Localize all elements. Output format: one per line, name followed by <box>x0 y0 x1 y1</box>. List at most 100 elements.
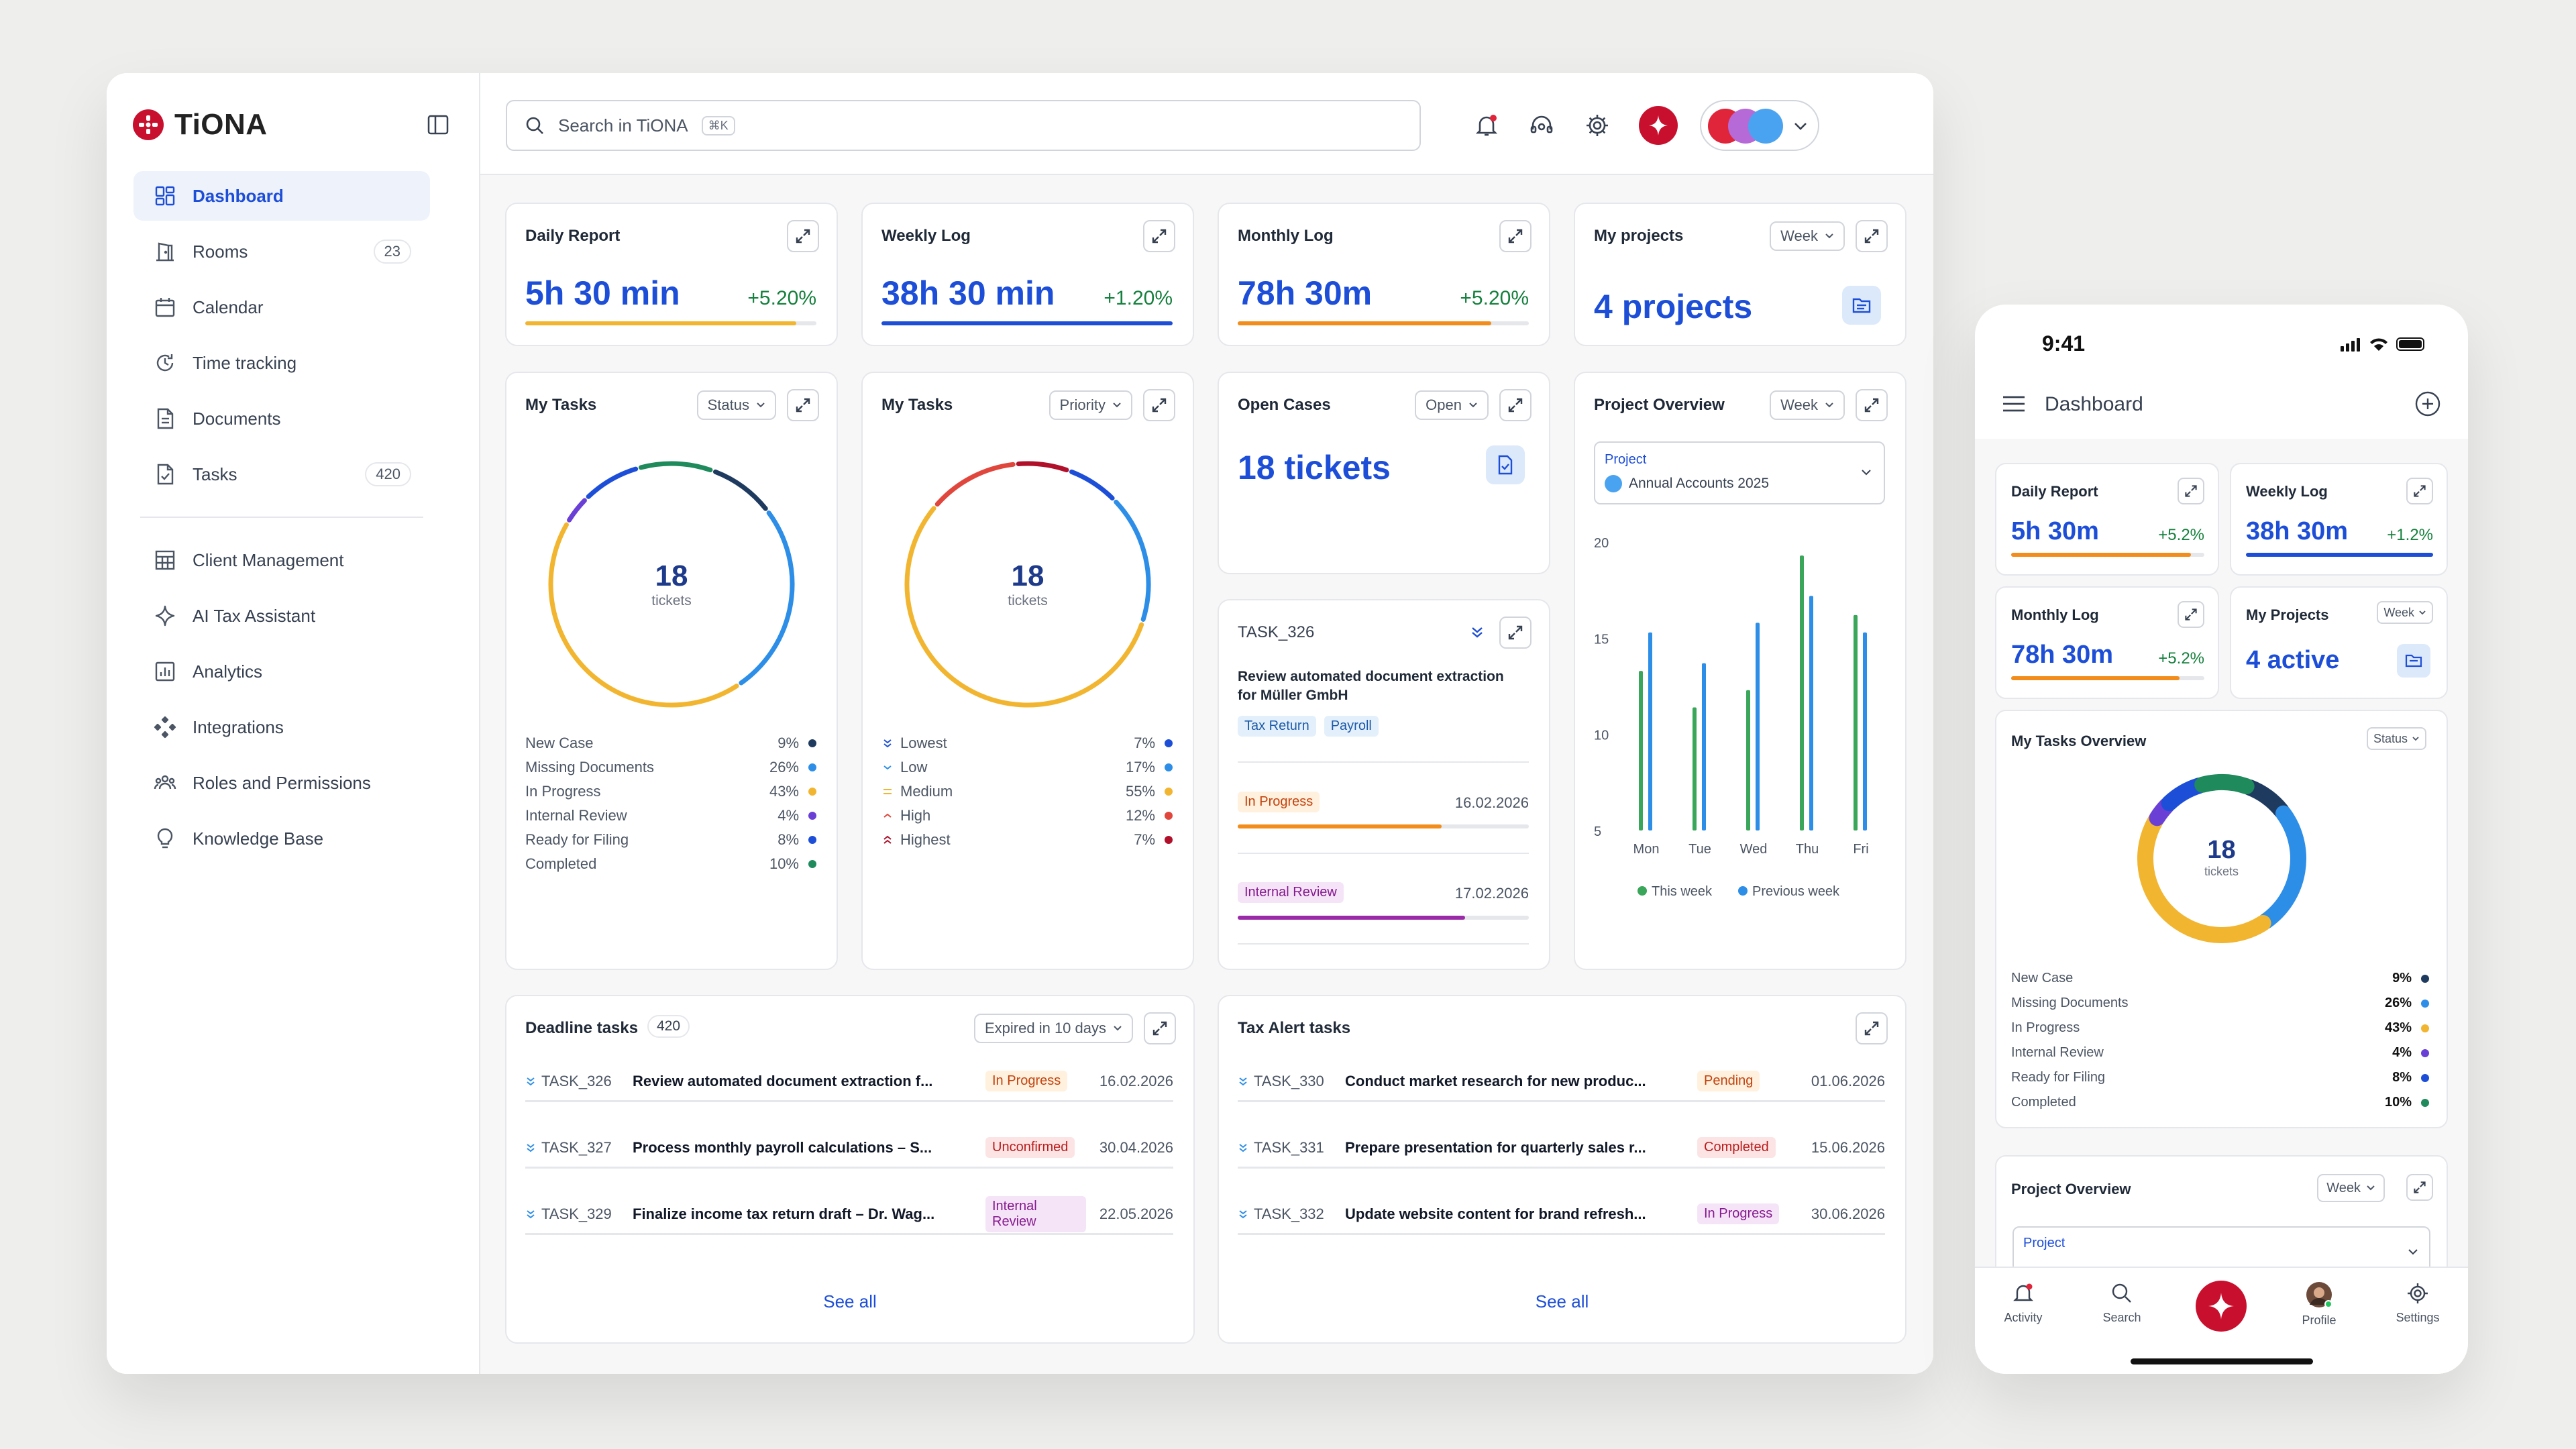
expand-button[interactable] <box>1143 389 1175 421</box>
door-icon <box>156 242 174 262</box>
see-all-link[interactable]: See all <box>1535 1291 1589 1311</box>
sidebar-item-tasks[interactable]: Tasks 420 <box>133 449 430 499</box>
menu-icon[interactable] <box>2002 394 2026 413</box>
expand-icon <box>1152 229 1167 244</box>
task-title: Review automated document extraction for… <box>1238 669 1504 703</box>
open-cases-doc-button[interactable] <box>1486 445 1525 484</box>
progress-fill <box>881 321 1173 325</box>
expand-button[interactable] <box>787 220 819 252</box>
tab-search[interactable]: Search <box>2082 1281 2162 1325</box>
bell-icon[interactable] <box>1473 112 1500 139</box>
task-id: TASK_326 <box>541 1072 612 1089</box>
project-select-value: Annual Accounts 2025 <box>1605 475 1769 492</box>
sidebar-item-documents[interactable]: Documents <box>133 394 430 443</box>
period-dropdown[interactable]: Week <box>2377 601 2433 624</box>
period-dropdown[interactable]: Week <box>1770 390 1845 420</box>
add-icon[interactable] <box>2414 390 2441 417</box>
workspace-switcher[interactable] <box>1700 100 1819 151</box>
highest-priority-icon <box>883 835 892 844</box>
task-date: 22.05.2026 <box>1099 1205 1173 1222</box>
expand-button[interactable] <box>1856 220 1888 252</box>
expiry-filter-dropdown[interactable]: Expired in 10 days <box>974 1014 1133 1043</box>
expand-button[interactable] <box>1143 220 1175 252</box>
expand-button[interactable] <box>787 389 819 421</box>
rooms-count-badge: 23 <box>373 239 411 264</box>
tab-profile[interactable]: Profile <box>2279 1281 2359 1328</box>
chevron-down-icon <box>1825 402 1833 408</box>
support-icon[interactable] <box>1528 112 1555 139</box>
period-dropdown[interactable]: Week <box>1770 221 1845 251</box>
status-dropdown[interactable]: Status <box>2366 727 2426 750</box>
projects-folder-button[interactable] <box>1842 286 1881 325</box>
table-row[interactable]: TASK_332 Update website content for brand… <box>1238 1195 1885 1235</box>
expand-button[interactable] <box>1856 389 1888 421</box>
expand-button[interactable] <box>2406 478 2433 504</box>
desktop-app-window: TiONA Dashboard Rooms 23 Calendar Time t… <box>107 73 1933 1374</box>
task-id-cell: TASK_329 <box>525 1205 633 1223</box>
legend-dot <box>808 739 816 747</box>
integrations-icon <box>154 716 176 739</box>
gear-icon[interactable] <box>1584 112 1611 139</box>
app-logo[interactable]: TiONA <box>131 107 268 143</box>
table-row[interactable]: TASK_327 Process monthly payroll calculat… <box>525 1128 1173 1169</box>
legend-dot <box>1738 886 1748 896</box>
expand-button[interactable] <box>2178 601 2204 628</box>
sidebar-item-time-tracking[interactable]: Time tracking <box>133 338 430 388</box>
donut-segment <box>904 506 1144 708</box>
search-input[interactable]: Search in TiONA ⌘K <box>506 100 1421 151</box>
sidebar-item-dashboard[interactable]: Dashboard <box>133 171 430 221</box>
sidebar-item-analytics[interactable]: Analytics <box>133 647 430 696</box>
search-icon <box>2112 1283 2131 1303</box>
table-row[interactable]: TASK_326 Review automated document extrac… <box>525 1062 1173 1102</box>
expand-button[interactable] <box>1499 389 1532 421</box>
donut-segment <box>2194 774 2255 795</box>
weekly-log-progress <box>881 321 1173 325</box>
expand-button[interactable] <box>1144 1012 1176 1044</box>
table-row[interactable]: TASK_329 Finalize income tax return draft… <box>525 1195 1173 1235</box>
tickets-count: 18 <box>2207 836 2236 864</box>
project-select[interactable]: Project Annual Accounts 2025 <box>1594 441 1885 504</box>
legend-dot <box>2421 1024 2429 1032</box>
sidebar-item-label: Analytics <box>193 661 263 682</box>
table-row[interactable]: TASK_331 Prepare presentation for quarter… <box>1238 1128 1885 1169</box>
expand-button[interactable] <box>1499 616 1532 649</box>
tab-activity[interactable]: Activity <box>1983 1281 2063 1325</box>
table-row[interactable]: TASK_330 Conduct market research for new … <box>1238 1062 1885 1102</box>
sidebar-item-ai-tax-assistant[interactable]: AI Tax Assistant <box>133 591 430 641</box>
sidebar-item-roles-permissions[interactable]: Roles and Permissions <box>133 758 430 808</box>
daily-report-value: 5h 30 min <box>525 274 680 312</box>
expand-button[interactable] <box>2406 1174 2433 1201</box>
ai-assistant-button[interactable] <box>1639 106 1678 145</box>
tag-badge[interactable]: Tax Return <box>1238 716 1316 737</box>
sidebar-item-integrations[interactable]: Integrations <box>133 702 430 752</box>
my-tasks-priority-card: My Tasks Priority 18 tickets Lowest 7% Low… <box>861 372 1194 970</box>
see-all-link[interactable]: See all <box>823 1291 877 1311</box>
y-tick-label: 20 <box>1594 536 1609 551</box>
legend-label: Previous week <box>1752 884 1840 899</box>
projects-value: 4 active <box>2246 646 2340 674</box>
sidebar-item-rooms[interactable]: Rooms 23 <box>133 227 430 276</box>
tab-settings[interactable]: Settings <box>2377 1281 2458 1325</box>
lowest-priority-icon <box>527 1210 535 1218</box>
priority-dropdown[interactable]: Priority <box>1049 390 1132 420</box>
sidebar-item-label: Knowledge Base <box>193 828 324 849</box>
period-dropdown[interactable]: Week <box>2317 1174 2385 1202</box>
collapse-sidebar-icon[interactable] <box>426 113 450 137</box>
building-icon <box>155 550 175 570</box>
ai-assistant-button[interactable] <box>2195 1280 2247 1332</box>
bar-this-week <box>1854 614 1858 830</box>
sidebar-item-knowledge-base[interactable]: Knowledge Base <box>133 814 430 863</box>
legend-label: Completed <box>2011 1095 2076 1110</box>
sidebar-item-calendar[interactable]: Calendar <box>133 282 430 332</box>
legend-label: Internal Review <box>525 807 627 824</box>
topbar: Search in TiONA ⌘K <box>480 73 1933 175</box>
expand-button[interactable] <box>1856 1012 1888 1044</box>
expand-button[interactable] <box>2178 478 2204 504</box>
x-tick-label: Thu <box>1796 842 1819 857</box>
status-dropdown[interactable]: Status <box>696 390 776 420</box>
tag-badge[interactable]: Payroll <box>1324 716 1379 737</box>
open-filter-dropdown[interactable]: Open <box>1415 390 1489 420</box>
expand-button[interactable] <box>1499 220 1532 252</box>
sidebar-item-client-management[interactable]: Client Management <box>133 535 430 585</box>
projects-folder-button[interactable] <box>2397 644 2430 678</box>
